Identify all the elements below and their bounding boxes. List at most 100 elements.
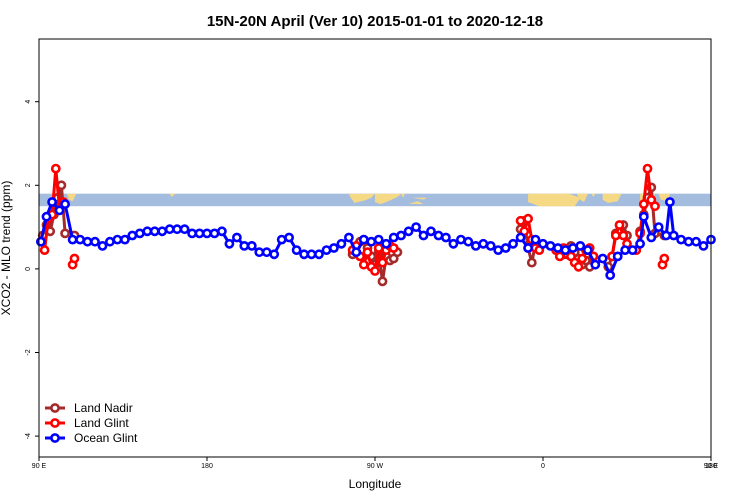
data-point bbox=[638, 199, 649, 209]
data-point bbox=[659, 253, 670, 264]
data-point bbox=[60, 228, 70, 239]
data-point bbox=[306, 249, 317, 260]
data-point bbox=[691, 236, 701, 247]
data-point bbox=[351, 247, 362, 258]
data-point bbox=[216, 226, 227, 237]
data-point bbox=[377, 276, 388, 287]
data-point bbox=[597, 253, 608, 264]
data-point bbox=[515, 232, 526, 243]
data-point bbox=[523, 243, 533, 253]
data-point bbox=[605, 270, 616, 281]
land-shape bbox=[375, 193, 402, 205]
legend-label: Ocean Glint bbox=[74, 431, 138, 445]
y-tick-label: 0 bbox=[25, 267, 32, 271]
data-point bbox=[90, 236, 100, 247]
y-axis-label: XCO2 - MLO trend (ppm) bbox=[0, 181, 13, 316]
data-point bbox=[485, 240, 496, 251]
data-point bbox=[314, 249, 324, 260]
land-shape bbox=[591, 193, 596, 197]
data-point bbox=[573, 261, 584, 272]
data-point bbox=[47, 197, 57, 207]
data-point bbox=[683, 236, 694, 247]
data-point bbox=[388, 232, 399, 243]
data-point bbox=[291, 245, 302, 255]
data-point bbox=[635, 238, 645, 249]
land-shape bbox=[576, 193, 588, 202]
data-point bbox=[560, 245, 571, 255]
y-tick-label: 2 bbox=[25, 183, 32, 187]
data-point bbox=[575, 240, 586, 251]
data-point bbox=[36, 236, 46, 247]
data-point bbox=[610, 230, 621, 241]
series-ocean-glint bbox=[36, 197, 716, 281]
data-point bbox=[149, 226, 160, 237]
data-point bbox=[127, 230, 138, 241]
land-shape bbox=[401, 193, 405, 198]
data-point bbox=[493, 245, 504, 255]
data-point bbox=[112, 234, 123, 245]
legend-label: Land Glint bbox=[74, 416, 129, 430]
data-point bbox=[82, 236, 93, 247]
data-point bbox=[627, 245, 638, 255]
data-point bbox=[463, 236, 474, 247]
data-point bbox=[538, 238, 548, 249]
x-tick-label: 180 bbox=[705, 463, 717, 470]
data-point bbox=[358, 234, 369, 245]
land-shape bbox=[348, 193, 375, 203]
data-point bbox=[698, 240, 709, 251]
data-point bbox=[373, 234, 384, 245]
data-point bbox=[553, 243, 563, 253]
legend-label: Land Nadir bbox=[74, 401, 133, 415]
data-point bbox=[231, 232, 242, 243]
x-tick-label: 90 E bbox=[32, 463, 47, 470]
data-point bbox=[411, 222, 421, 232]
data-point bbox=[328, 243, 339, 253]
y-tick-label: 4 bbox=[25, 100, 32, 104]
data-point bbox=[661, 230, 672, 241]
data-point bbox=[194, 228, 205, 239]
plot-area bbox=[36, 163, 716, 287]
data-point bbox=[440, 232, 451, 243]
legend-marker bbox=[50, 418, 60, 428]
data-point bbox=[373, 243, 384, 253]
data-point bbox=[665, 197, 675, 207]
data-point bbox=[41, 211, 52, 222]
data-point bbox=[172, 224, 182, 235]
data-point bbox=[614, 220, 625, 230]
data-point bbox=[60, 199, 70, 209]
data-point bbox=[403, 226, 414, 237]
data-point bbox=[105, 236, 115, 247]
data-point bbox=[650, 201, 660, 212]
data-point bbox=[388, 243, 399, 253]
data-point bbox=[343, 232, 354, 243]
chart-title: 15N-20N April (Ver 10) 2015-01-01 to 202… bbox=[207, 13, 543, 30]
data-point bbox=[377, 257, 388, 268]
x-tick-label: 180 bbox=[201, 463, 213, 470]
data-point bbox=[582, 245, 593, 255]
x-tick-label: 0 bbox=[541, 463, 545, 470]
data-point bbox=[261, 247, 272, 258]
data-point bbox=[362, 247, 373, 258]
data-point bbox=[653, 222, 664, 232]
data-point bbox=[396, 230, 406, 241]
data-point bbox=[530, 234, 541, 245]
data-point bbox=[239, 240, 250, 251]
land-shape bbox=[169, 193, 176, 197]
land-shape bbox=[528, 193, 581, 207]
data-point bbox=[120, 234, 130, 245]
data-point bbox=[224, 238, 235, 249]
data-point bbox=[370, 266, 380, 276]
data-point bbox=[508, 238, 518, 249]
data-point bbox=[134, 228, 145, 239]
y-tick-label: -2 bbox=[25, 349, 32, 355]
data-point bbox=[500, 243, 511, 253]
data-point bbox=[69, 253, 80, 264]
series-land-glint bbox=[39, 163, 670, 276]
data-point bbox=[202, 228, 212, 239]
data-point bbox=[470, 240, 481, 251]
legend-marker bbox=[50, 433, 60, 443]
data-point bbox=[157, 226, 168, 237]
